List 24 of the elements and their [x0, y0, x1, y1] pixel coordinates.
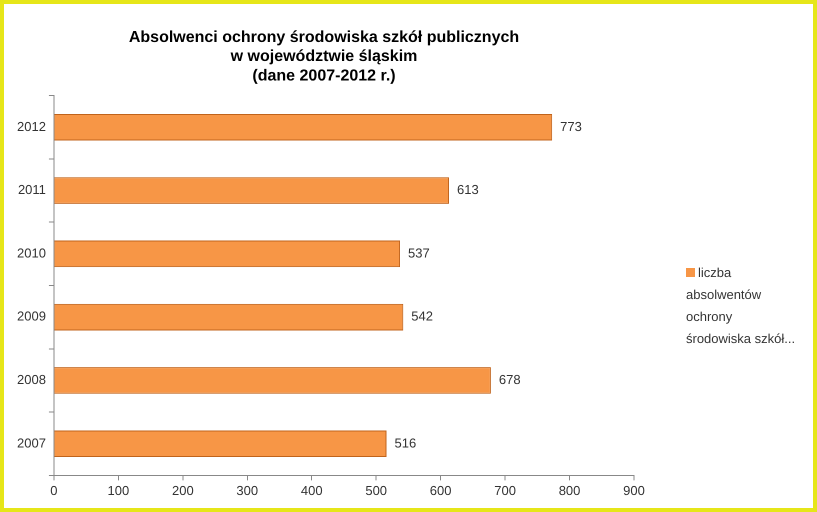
x-tick-label: 900 — [623, 482, 645, 498]
data-label: 516 — [394, 435, 416, 450]
y-tick-label: 2007 — [17, 435, 46, 450]
x-tick-label: 800 — [558, 482, 580, 498]
x-tick-label: 0 — [50, 482, 58, 498]
x-tick-label: 600 — [430, 482, 452, 498]
y-tick-label: 2009 — [17, 308, 46, 324]
chart-title: Absolwenci ochrony środowiska szkół publicznych w województwie śląskim (dane 2007-2012 r.) — [128, 29, 520, 84]
y-tick-label: 2011 — [18, 182, 46, 198]
y-tick-label: 2012 — [17, 118, 46, 134]
data-label: 542 — [411, 308, 433, 324]
x-tick-label: 400 — [300, 482, 323, 498]
y-tick-label: 2010 — [17, 245, 46, 260]
legend-label: liczba absolwentów ochrony środowiska szkół... — [686, 264, 796, 348]
y-tick-label: 2008 — [17, 372, 46, 388]
data-label: 678 — [498, 372, 521, 388]
x-tick-label: 300 — [236, 482, 258, 498]
x-tick-label: 100 — [108, 482, 130, 498]
data-label: 537 — [408, 245, 430, 260]
x-tick-label: 200 — [172, 482, 194, 498]
x-tick-label: 700 — [494, 482, 516, 498]
data-label: 613 — [457, 182, 479, 198]
x-tick-label: 500 — [365, 482, 388, 498]
data-label: 773 — [560, 118, 582, 134]
